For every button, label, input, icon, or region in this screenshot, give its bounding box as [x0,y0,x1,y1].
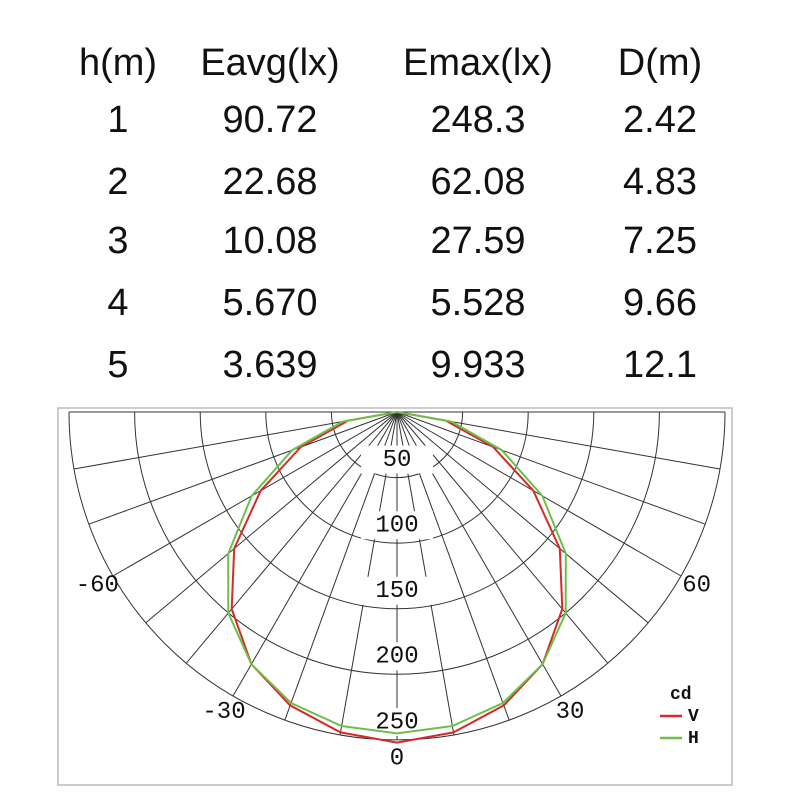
curve [230,411,564,744]
legend-label: H [688,729,699,749]
table-cell: 9.66 [623,282,697,324]
spoke [396,411,649,624]
ring [265,411,529,544]
r-tick-label: 50 [383,447,412,474]
ring-label-bg [361,576,433,605]
table-header: Eavg(lx) [200,42,339,84]
chart-frame [57,407,733,786]
ring-label-bg [361,445,433,474]
legend-label: V [688,707,699,727]
curve [227,411,567,735]
angle-tick-label: 60 [682,572,711,599]
table-header: Emax(lx) [403,42,553,84]
table-cell: 7.25 [623,220,697,262]
table-cell: 248.3 [430,99,525,141]
legend-title: cd [670,685,692,705]
spoke [88,411,398,525]
table-cell: 3.639 [222,344,317,386]
angle-tick-label: 0 [390,745,404,772]
table-cell: 3 [107,220,128,262]
ring [134,411,660,675]
angle-tick-label: -60 [76,572,119,599]
table-cell: 5 [107,344,128,386]
table-cell: 90.72 [222,99,317,141]
table-cell: 4 [107,282,128,324]
angle-tick-label: -30 [202,699,245,726]
table-cell: 5.528 [430,282,525,324]
ring-label-bg [361,511,433,540]
spoke [396,411,682,577]
table-cell: 22.68 [222,161,317,203]
table-cell: 9.933 [430,344,525,386]
table-cell: 62.08 [430,161,525,203]
spoke [396,411,706,525]
table-cell: 10.08 [222,220,317,262]
table-cell: 2.42 [623,99,697,141]
table-header: D(m) [618,42,702,84]
r-tick-label: 150 [375,578,418,605]
table-cell: 12.1 [623,344,697,386]
r-tick-label: 100 [375,513,418,540]
table-cell: 1 [107,99,128,141]
ring [330,411,464,479]
table-cell: 4.83 [623,161,697,203]
ring [199,411,595,610]
ring [68,411,726,741]
table-cell: 27.59 [430,220,525,262]
table-cell: 5.670 [222,282,317,324]
spoke [145,411,398,624]
table-cell: 2 [107,161,128,203]
angle-tick-label: 30 [556,699,585,726]
table-header: h(m) [79,42,157,84]
ring-label-bg [361,642,433,671]
ring-label-bg [361,708,433,736]
table: h(m) Eavg(lx) Emax(lx) D(m) 1 90.72 248.3 2.42 2… [79,42,702,386]
spoke [112,411,398,577]
r-tick-label: 200 [375,644,418,671]
